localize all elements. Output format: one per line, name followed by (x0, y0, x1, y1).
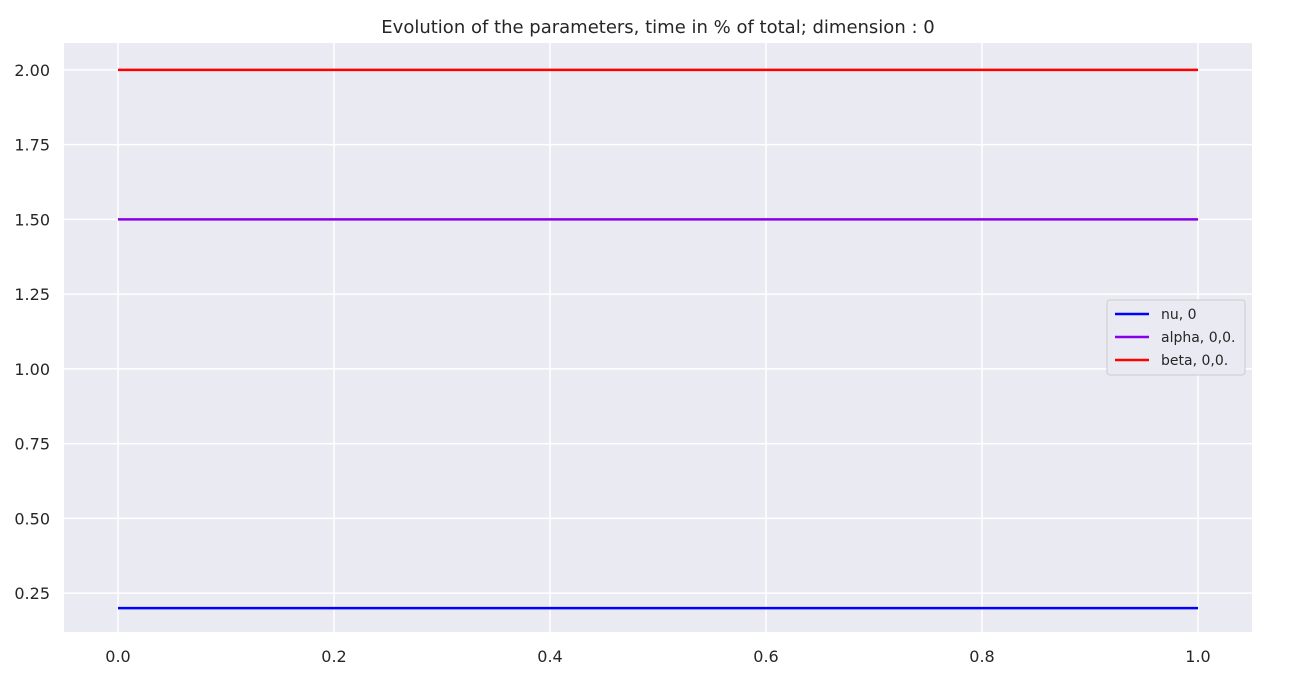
y-tick-label: 0.75 (14, 435, 50, 454)
x-tick-label: 0.6 (753, 647, 778, 666)
legend-box (1106, 299, 1246, 376)
legend-label: nu, 0 (1161, 307, 1197, 323)
chart-title: Evolution of the parameters, time in % o… (381, 17, 934, 38)
y-tick-label: 1.25 (14, 285, 50, 304)
y-tick-label: 0.25 (14, 584, 50, 603)
y-tick-label: 0.50 (14, 509, 50, 528)
x-tick-label: 0.4 (537, 647, 562, 666)
y-tick-label: 1.50 (14, 210, 50, 229)
x-axis-ticks: 0.0 0.2 0.4 0.6 0.8 1.0 (105, 647, 1210, 666)
x-tick-label: 0.8 (969, 647, 994, 666)
x-tick-label: 1.0 (1185, 647, 1210, 666)
y-axis-ticks: 0.25 0.50 0.75 1.00 1.25 1.50 1.75 2.00 (14, 61, 50, 603)
y-tick-label: 1.75 (14, 136, 50, 155)
x-tick-label: 0.2 (321, 647, 346, 666)
y-tick-label: 2.00 (14, 61, 50, 80)
legend-label: beta, 0,0. (1161, 353, 1228, 369)
series-layer (118, 68, 1198, 610)
x-tick-label: 0.0 (105, 647, 130, 666)
legend[interactable]: nu, 0 alpha, 0,0. beta, 0,0. (1106, 299, 1246, 376)
plot-area (64, 43, 1252, 632)
legend-label: alpha, 0,0. (1161, 330, 1235, 346)
y-tick-label: 1.00 (14, 360, 50, 379)
